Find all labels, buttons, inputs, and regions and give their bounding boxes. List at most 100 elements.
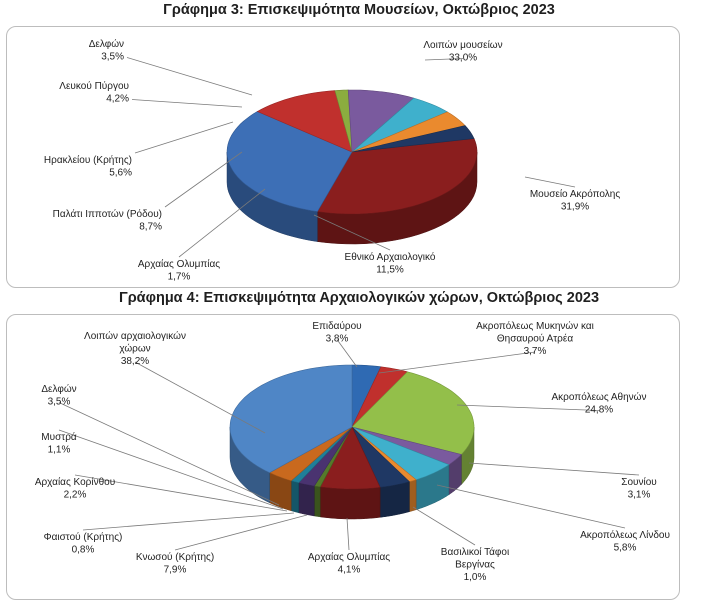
leader-line-δελφών (58, 402, 280, 506)
slice-label-μουσείο-ακρόπολης: Μουσείο Ακρόπολης 31,9% (530, 188, 620, 213)
slice-value-ακροπόλεως-αθηνών: 24,8% (585, 405, 613, 416)
leader-line-κνωσού-κρήτης (174, 514, 308, 551)
leader-line-λοιπών-μουσείων (424, 58, 464, 61)
slice-label-λευκού-πύργου: Λευκού Πύργου 4,2% (59, 80, 129, 105)
slice-label-εθνικό-αρχαιολογικό: Εθνικό Αρχαιολογικό 11,5% (345, 251, 436, 276)
pie-slice-ακροπόλεως-λίνδου (351, 426, 450, 481)
slice-value-λοιπών-αρχαιολογικών-χώρων: 38,2% (121, 356, 149, 367)
pie-slice-δελφών (268, 426, 353, 482)
slice-labels: Λοιπών μουσείων 33,0% Μουσείο Ακρόπολης 31,… (44, 38, 620, 283)
leader-line-ηρακλείου-κρήτης (134, 121, 234, 154)
slice-value-ακροπόλεως-μυκηνών-και-θησαυρού-ατρέα: 3,7% (524, 346, 547, 357)
leader-line-λοιπών-αρχαιολογικών-χώρων (134, 361, 266, 434)
slice-label-βασιλικοί-τάφοι-βεργίνας: Βασιλικοί Τάφοι Βεργίνας 1,0% (441, 546, 509, 583)
slice-label-επιδαύρου: Επιδαύρου 3,8% (312, 320, 361, 345)
chart-panel-archaeological-sites: Επιδαύρου 3,8% Ακροπόλεως Μυκηνών και Θησαυ… (6, 314, 680, 600)
slice-label-ακροπόλεως-αθηνών: Ακροπόλεως Αθηνών 24,8% (552, 391, 647, 416)
pie-tops (226, 89, 478, 215)
slice-value-δελφών: 3,5% (48, 397, 71, 408)
slice-value-βασιλικοί-τάφοι-βεργίνας: 1,0% (464, 572, 487, 583)
slice-value-εθνικό-αρχαιολογικό: 11,5% (376, 265, 404, 276)
slice-value-ηρακλείου-κρήτης: 5,6% (109, 168, 132, 179)
pie-slice-ηρακλείου-κρήτης (351, 97, 448, 153)
chart-panel-museums: Λοιπών μουσείων 33,0% Μουσείο Ακρόπολης 31,… (6, 26, 680, 288)
pie-slice-αρχαίας-κορίνθου (298, 426, 353, 487)
slice-value-αρχαίας-κορίνθου: 2,2% (64, 490, 87, 501)
pie-slice-αρχαίας-ολυμπίας (351, 426, 410, 488)
leader-line-παλάτι-ιπποτών-ρόδου (164, 151, 243, 208)
leader-line-αρχαίας-ολυμπίας (178, 188, 266, 258)
pie-sides (229, 426, 475, 520)
slice-value-μυστρά: 1,1% (48, 445, 71, 456)
leader-line-αρχαίας-ολυμπίας (346, 517, 350, 551)
slice-label-φαιστού-κρήτης: Φαιστού (Κρήτης) 0,8% (44, 531, 123, 556)
pie-slice-ακροπόλεως-μυκηνών-και-θησαυρού-ατρέα (351, 366, 408, 428)
pie-slice-βασιλικοί-τάφοι-βεργίνας (351, 426, 417, 483)
pie-slice-side-βασιλικοί-τάφοι-βεργίνας (409, 479, 417, 513)
pie-slice-λοιπών-αρχαιολογικών-χώρων (229, 364, 353, 474)
leader-line-αρχαίας-κορίνθου (74, 474, 288, 512)
slice-value-μουσείο-ακρόπολης: 31,9% (561, 202, 589, 213)
pie-slice-λευκού-πύργου (351, 111, 466, 153)
slice-value-λευκού-πύργου: 4,2% (106, 94, 129, 105)
pie-slice-λοιπών-μουσείων (316, 138, 478, 215)
slice-label-κνωσού-κρήτης: Κνωσού (Κρήτης) 7,9% (136, 551, 214, 576)
chart-title-archaeological-sites: Γράφημα 4: Επισκεψιμότητα Αρχαιολογικών … (118, 290, 600, 306)
pie-slice-σουνίου (351, 426, 463, 466)
leader-line-δελφών (126, 57, 253, 96)
slice-label-αρχαίας-κορίνθου: Αρχαίας Κορίνθου 2,2% (35, 476, 115, 501)
slice-value-κνωσού-κρήτης: 7,9% (164, 565, 187, 576)
pie-chart-archaeological-sites: Επιδαύρου 3,8% Ακροπόλεως Μυκηνών και Θησαυ… (35, 320, 670, 583)
pie-tops (229, 364, 475, 490)
leader-line-επιδαύρου (336, 339, 358, 368)
slice-label-ακροπόλεως-λίνδου: Ακροπόλεως Λίνδου 5,8% (580, 529, 670, 554)
slice-value-παλάτι-ιπποτών-ρόδου: 8,7% (139, 222, 162, 233)
leader-line-φαιστού-κρήτης (82, 512, 295, 531)
leader-line-λευκού-πύργου (131, 99, 243, 108)
leader-line-ακροπόλεως-αθηνών (456, 404, 600, 411)
slice-value-φαιστού-κρήτης: 0,8% (72, 545, 95, 556)
pie-slice-side-φαιστού-κρήτης (314, 485, 321, 518)
slice-value-σουνίου: 3,1% (628, 490, 651, 501)
pie-slice-ακροπόλεως-αθηνών (351, 371, 475, 455)
slice-value-επιδαύρου: 3,8% (326, 334, 349, 345)
leader-lines (58, 339, 640, 551)
slice-label-μυστρά: Μυστρά 1,1% (41, 431, 77, 456)
pie-slice-side-μυστρά (290, 480, 299, 514)
leader-line-σουνίου (468, 462, 640, 476)
slice-labels: Επιδαύρου 3,8% Ακροπόλεως Μυκηνών και Θησαυ… (35, 320, 670, 583)
leader-line-εθνικό-αρχαιολογικό (313, 214, 391, 251)
leader-line-μυστρά (58, 429, 284, 510)
slice-value-αρχαίας-ολυμπίας: 1,7% (168, 272, 191, 283)
slice-label-λοιπών-αρχαιολογικών-χώρων: Λοιπών αρχαιολογικών χώρων 38,2% (84, 330, 186, 367)
slice-label-ακροπόλεως-μυκηνών-και-θησαυρού-ατρέα: Ακροπόλεως Μυκηνών και Θησαυρού Ατρέα 3,7% (476, 320, 594, 357)
pie-slice-μυστρά (290, 426, 353, 484)
chart-title-museums: Γράφημα 3: Επισκεψιμότητα Μουσείων, Οκτώ… (163, 2, 555, 18)
slice-label-δελφών: Δελφών 3,5% (89, 38, 124, 63)
leader-line-ακροπόλεως-μυκηνών-και-θησαυρού-ατρέα (378, 351, 536, 374)
pie-slice-side-αρχαίας-κορίνθου (298, 482, 315, 517)
slice-label-δελφών: Δελφών 3,5% (41, 383, 76, 408)
leader-line-μουσείο-ακρόπολης (524, 176, 576, 188)
slice-label-αρχαίας-ολυμπίας: Αρχαίας Ολυμπίας 4,1% (308, 551, 390, 576)
slice-value-δελφών: 3,5% (101, 52, 124, 63)
pie-slice-εθνικό-αρχαιολογικό (256, 90, 353, 153)
slice-value-λοιπών-μουσείων: 33,0% (449, 53, 477, 64)
pie-slice-παλάτι-ιπποτών-ρόδου (347, 89, 415, 153)
pie-slice-μουσείο-ακρόπολης (226, 111, 353, 212)
leader-line-βασιλικοί-τάφοι-βεργίνας (412, 506, 476, 546)
slice-value-ακροπόλεως-λίνδου: 5,8% (614, 543, 637, 554)
slice-value-αρχαίας-ολυμπίας: 4,1% (338, 565, 361, 576)
slice-label-σουνίου: Σουνίου 3,1% (621, 476, 656, 501)
leader-line-ακροπόλεως-λίνδου (436, 484, 626, 529)
slice-label-αρχαίας-ολυμπίας: Αρχαίας Ολυμπίας 1,7% (138, 258, 220, 283)
pie-chart-museums: Λοιπών μουσείων 33,0% Μουσείο Ακρόπολης 31,… (44, 38, 620, 283)
pie-slice-δελφών (351, 125, 475, 153)
leader-lines (126, 57, 576, 258)
pie-slice-κνωσού-κρήτης (319, 426, 381, 490)
pie-slice-αρχαίας-ολυμπίας (334, 89, 353, 153)
slice-label-παλάτι-ιπποτών-ρόδου: Παλάτι Ιπποτών (Ρόδου) 8,7% (53, 208, 162, 233)
slice-label-λοιπών-μουσείων: Λοιπών μουσείων 33,0% (423, 39, 502, 64)
pie-slice-side-κνωσού-κρήτης (319, 486, 381, 520)
slice-label-ηρακλείου-κρήτης: Ηρακλείου (Κρήτης) 5,6% (44, 154, 132, 179)
